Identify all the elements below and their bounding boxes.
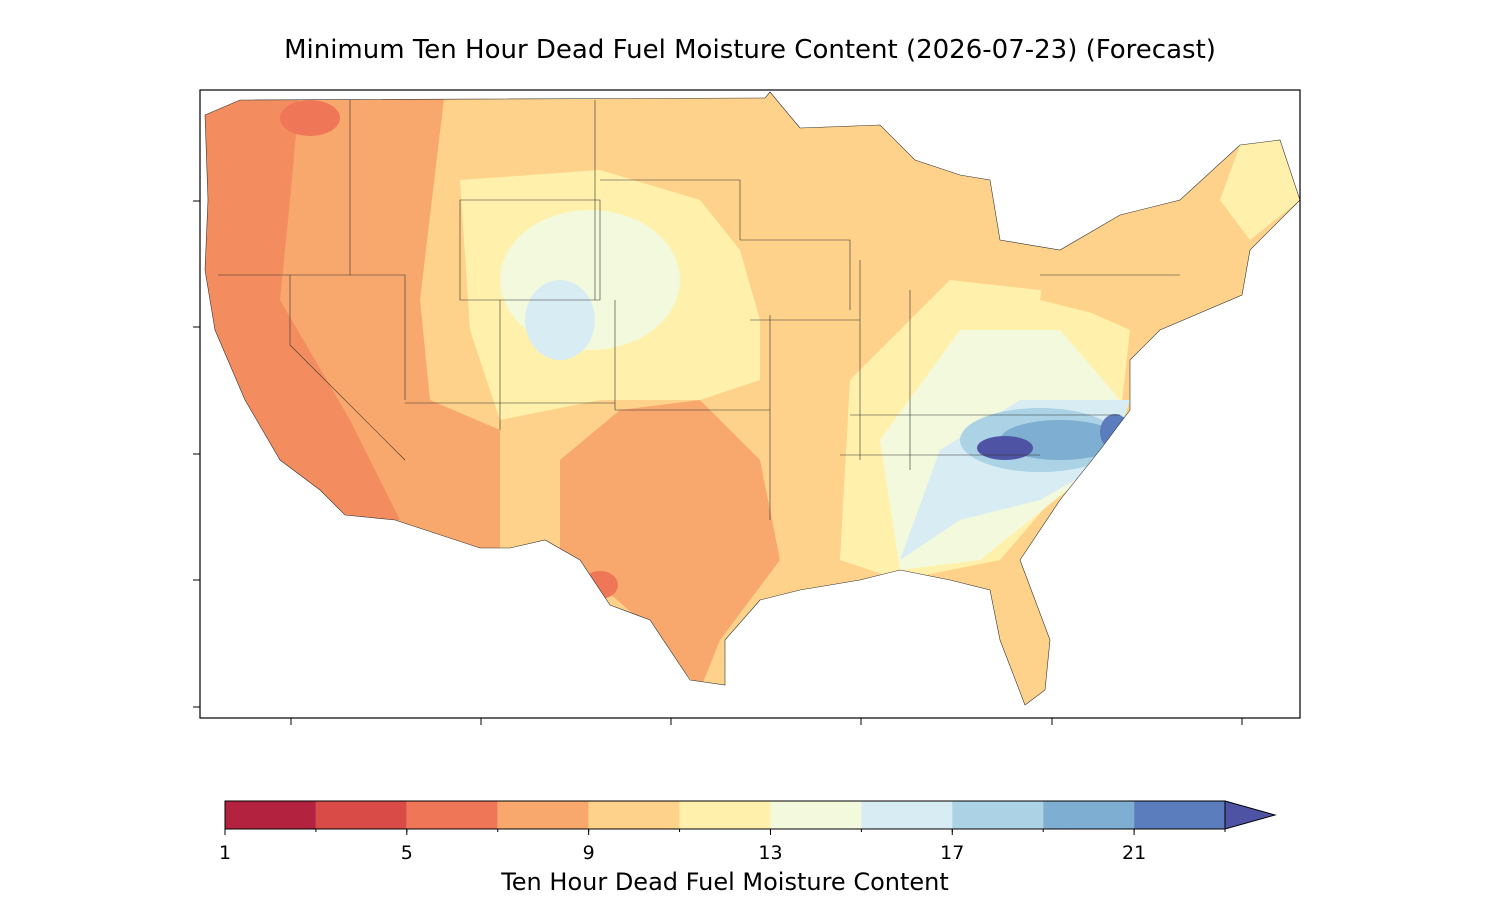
colorbar-label: Ten Hour Dead Fuel Moisture Content xyxy=(500,868,949,896)
colorbar-tick-label: 5 xyxy=(401,842,413,864)
state-borders xyxy=(204,91,1301,706)
colorbar-segment xyxy=(679,801,771,829)
colorbar-extend xyxy=(1224,800,1277,830)
map-frame xyxy=(199,89,1301,719)
frame-ticks xyxy=(193,200,1243,725)
colorbar: Ten Hour Dead Fuel Moisture Content 1 5 9 1… xyxy=(219,800,1277,896)
colorbar-segment xyxy=(952,801,1044,829)
colorbar-segment xyxy=(861,801,953,829)
colorbar-tick-label: 13 xyxy=(758,842,782,864)
colorbar-segment xyxy=(1043,801,1135,829)
colorbar-segment xyxy=(1134,801,1225,829)
map xyxy=(205,92,1300,705)
colorbar-segment xyxy=(770,801,862,829)
colorbar-segment xyxy=(315,801,407,829)
colorbar-tick-label: 21 xyxy=(1122,842,1146,864)
colorbar-tick-label: 17 xyxy=(940,842,964,864)
title: Minimum Ten Hour Dead Fuel Moisture Cont… xyxy=(284,35,1216,65)
colorbar-segment xyxy=(588,801,680,829)
colorbar-segment xyxy=(497,801,589,829)
colorbar-frame xyxy=(224,800,1226,830)
colorbar-tick-label: 1 xyxy=(219,842,231,864)
colorbar-segment xyxy=(225,801,316,829)
colorbar-tick-label: 9 xyxy=(583,842,595,864)
colorbar-segment xyxy=(406,801,498,829)
